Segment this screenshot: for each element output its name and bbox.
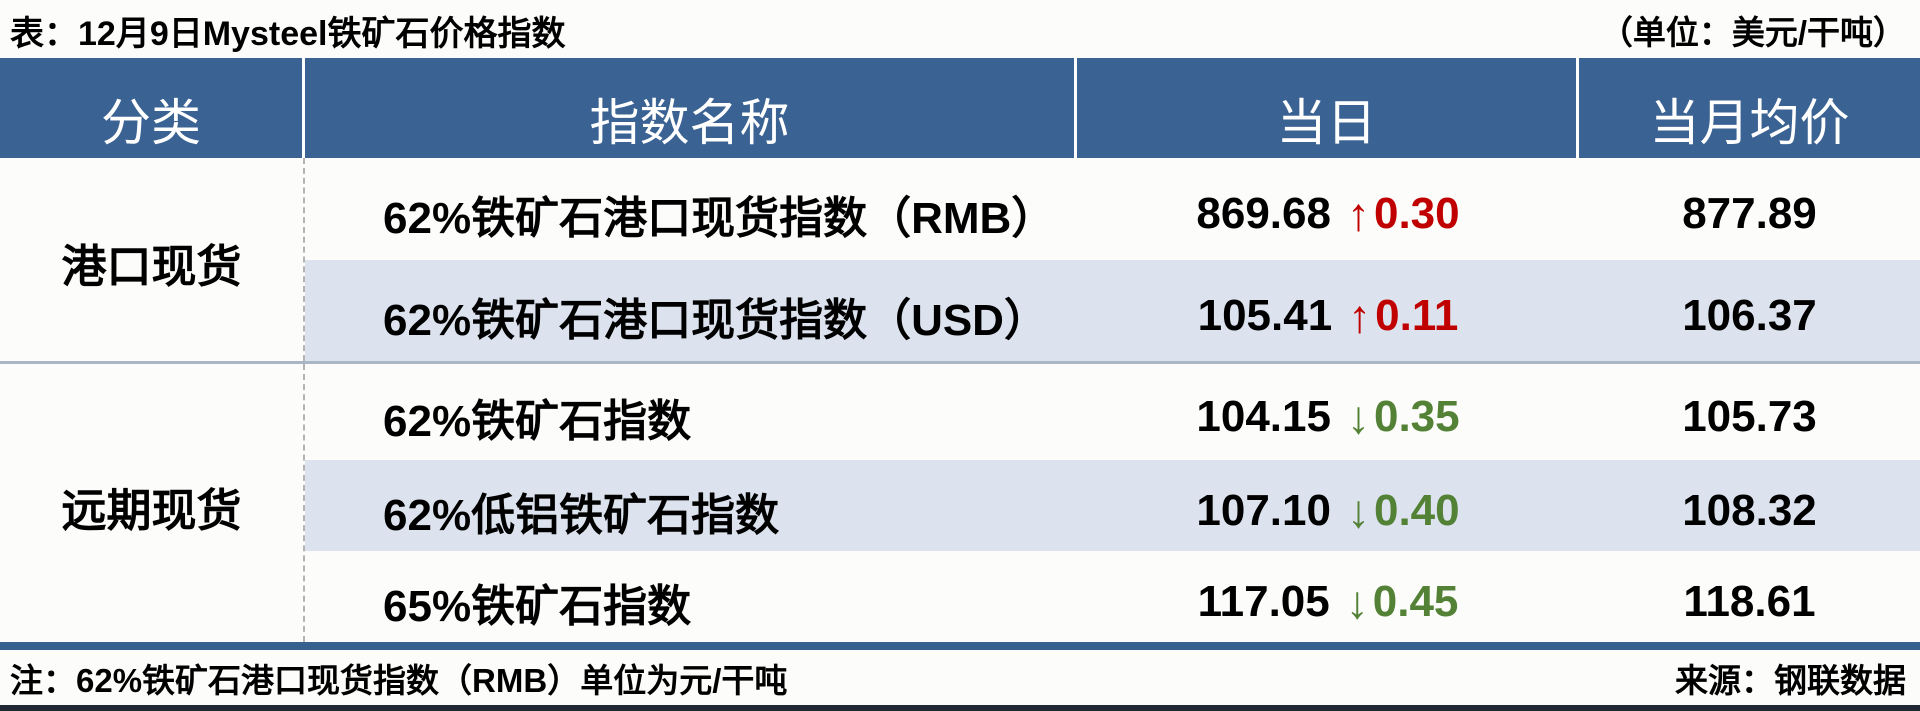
daily-value: 117.05 bbox=[1197, 576, 1330, 626]
daily-change: 0.45 bbox=[1372, 576, 1459, 626]
group-divider bbox=[0, 361, 1920, 364]
daily-value-cell: 117.05 ↓ 0.45 bbox=[1077, 551, 1579, 642]
daily-value-cell: 107.10 ↓ 0.40 bbox=[1077, 460, 1579, 551]
monthly-avg: 106.37 bbox=[1579, 260, 1920, 361]
index-name: 62%低铝铁矿石指数 bbox=[305, 460, 1077, 551]
footer-bar: 注：62%铁矿石港口现货指数（RMB）单位为元/干吨 来源：钢联数据 bbox=[0, 650, 1920, 705]
daily-value: 105.41 bbox=[1197, 290, 1333, 340]
column-header-monthly-avg: 当月均价 bbox=[1579, 58, 1920, 158]
title-bar: 表：12月9日Mysteel铁矿石价格指数 （单位：美元/干吨） bbox=[0, 0, 1920, 58]
daily-value: 104.15 bbox=[1196, 392, 1331, 441]
index-name: 65%铁矿石指数 bbox=[383, 581, 692, 631]
daily-value: 869.68 bbox=[1196, 189, 1331, 238]
monthly-avg: 877.89 bbox=[1682, 189, 1817, 238]
price-index-table: 分类 指数名称 当日 当月均价 港口现货 62%铁矿石港口现货指数（RMB） 8… bbox=[0, 58, 1920, 642]
daily-value: 107.10 bbox=[1196, 485, 1331, 535]
up-arrow-icon: ↑ bbox=[1348, 289, 1372, 342]
daily-value-cell: 105.41 ↑ 0.11 bbox=[1077, 260, 1579, 361]
down-arrow-icon: ↓ bbox=[1345, 575, 1369, 628]
index-name: 62%铁矿石指数 bbox=[383, 397, 692, 446]
monthly-avg: 108.32 bbox=[1579, 460, 1920, 551]
column-header-daily: 当日 bbox=[1077, 58, 1579, 158]
daily-change: 0.40 bbox=[1373, 485, 1460, 535]
daily-value-cell: 104.15 ↓ 0.35 bbox=[1077, 364, 1579, 460]
data-source: 来源：钢联数据 bbox=[1675, 661, 1906, 699]
daily-change: 0.35 bbox=[1373, 392, 1460, 441]
column-header-category: 分类 bbox=[0, 58, 305, 158]
page-bottom-line bbox=[0, 705, 1920, 711]
index-name: 62%铁矿石港口现货指数（RMB） bbox=[383, 194, 1056, 243]
table-bottom-bar bbox=[0, 642, 1920, 650]
column-header-index-name: 指数名称 bbox=[305, 58, 1077, 158]
daily-change: 0.30 bbox=[1373, 189, 1460, 238]
footnote: 注：62%铁矿石港口现货指数（RMB）单位为元/干吨 bbox=[10, 661, 788, 699]
daily-value-cell: 869.68 ↑ 0.30 bbox=[1077, 158, 1579, 260]
unit-note: （单位：美元/干吨） bbox=[1599, 14, 1906, 51]
up-arrow-icon: ↑ bbox=[1346, 188, 1370, 240]
down-arrow-icon: ↓ bbox=[1346, 484, 1370, 537]
down-arrow-icon: ↓ bbox=[1346, 391, 1370, 443]
daily-change: 0.11 bbox=[1375, 290, 1459, 340]
index-name: 62%铁矿石港口现货指数（USD） bbox=[305, 260, 1077, 361]
monthly-avg: 105.73 bbox=[1682, 392, 1817, 441]
category-cell-forward-spot: 远期现货 bbox=[0, 364, 305, 642]
page-title: 表：12月9日Mysteel铁矿石价格指数 bbox=[10, 14, 566, 53]
monthly-avg: 118.61 bbox=[1683, 576, 1816, 626]
category-cell-port-spot: 港口现货 bbox=[0, 158, 305, 361]
